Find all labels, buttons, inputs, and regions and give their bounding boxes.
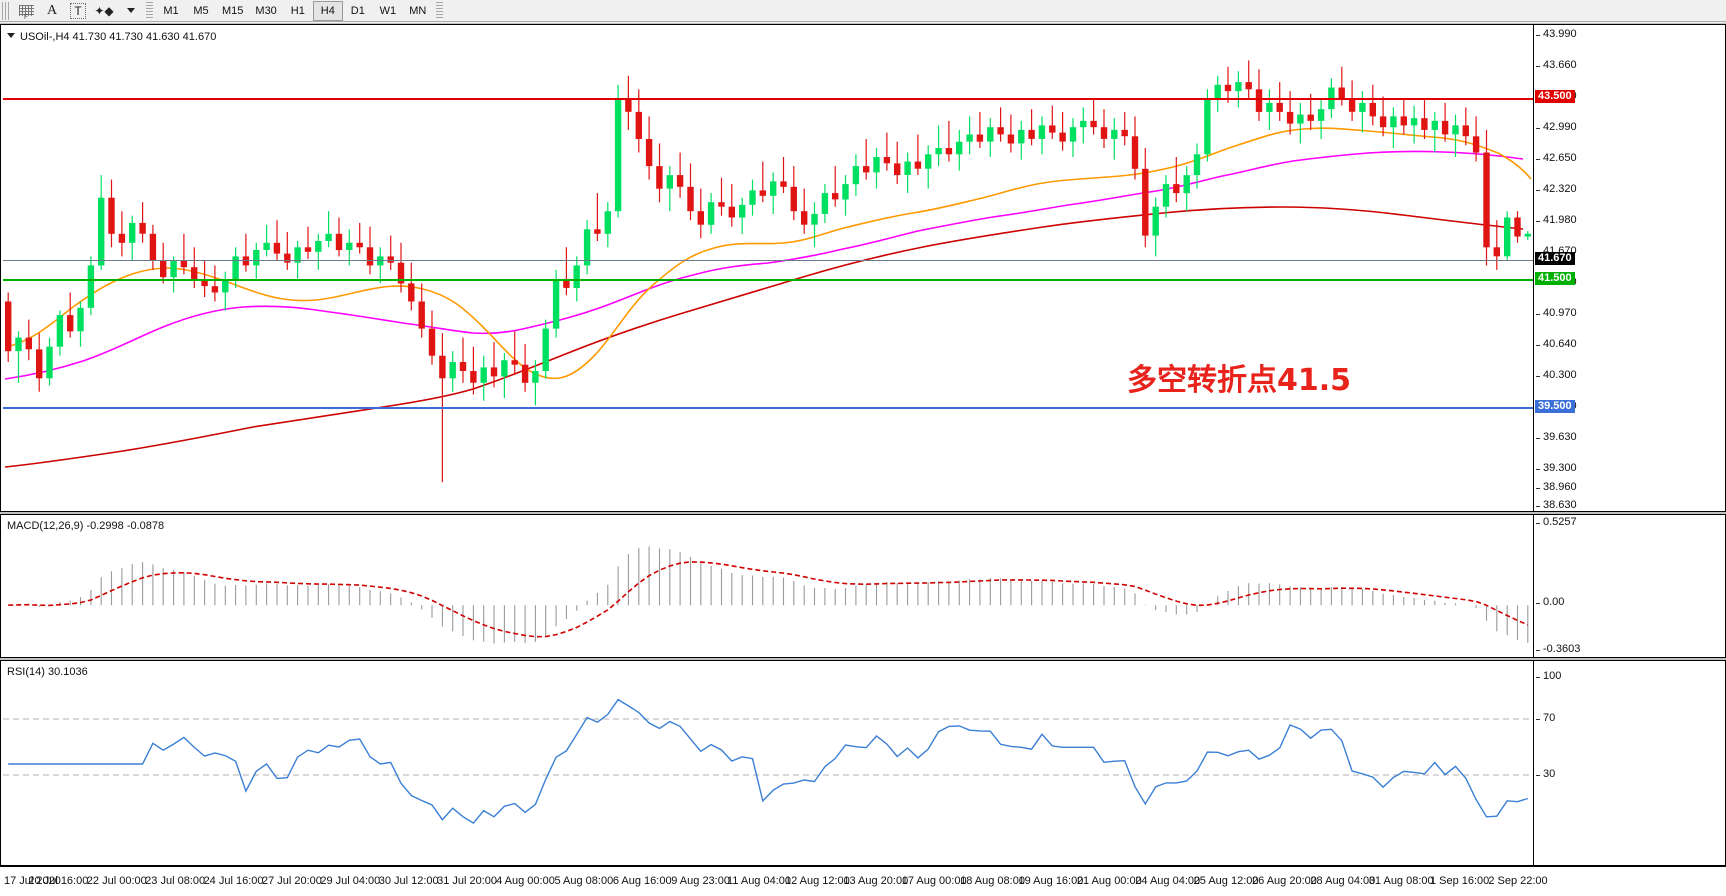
time-axis-label: 13 Aug 20:00 [843, 875, 909, 887]
timeframe-m1[interactable]: M1 [163, 4, 179, 17]
time-axis-label: 5 Aug 08:00 [554, 875, 614, 887]
time-axis-label: 17 Aug 00:00 [901, 875, 967, 887]
rsi-axis[interactable]: 100 70 30 [1533, 661, 1725, 865]
time-axis-label: 2 Sep 22:00 [1488, 875, 1548, 887]
grid-f-icon[interactable]: F [13, 1, 39, 21]
macd-indicator-panel[interactable]: MACD(12,26,9) -0.2998 -0.0878 0.5257 0.0… [0, 513, 1726, 659]
text-A-icon[interactable]: A [46, 2, 58, 18]
time-axis-label: 23 Jul 08:00 [145, 875, 206, 887]
time-axis-label: 29 Jul 04:00 [320, 875, 381, 887]
current-price-tag[interactable]: 41.670 [1535, 252, 1575, 265]
rsi-tick-label: 100 [1543, 670, 1562, 682]
time-axis[interactable]: 17 Jul 2020 20 Jul 16:00 22 Jul 00:00 23 Ju… [0, 866, 1726, 896]
price-tick-label: 40.640 [1543, 338, 1577, 350]
toolbar-separator [146, 1, 153, 20]
current-price-line-41670[interactable] [3, 260, 1533, 261]
macd-label: MACD(12,26,9) -0.2998 -0.0878 [7, 520, 165, 532]
time-axis-label: 12 Aug 12:00 [784, 875, 850, 887]
price-tick-label: 40.970 [1543, 307, 1577, 319]
resistance-price-tag[interactable]: 43.500 [1535, 90, 1575, 103]
time-axis-label: 6 Aug 16:00 [612, 875, 672, 887]
macd-tick-label: 0.00 [1543, 596, 1565, 608]
timeframe-h4[interactable]: H4 [312, 0, 343, 21]
toolbar-drag-handle[interactable] [2, 1, 9, 20]
timeframe-mn[interactable]: MN [409, 4, 427, 17]
time-axis-label: 1 Sep 16:00 [1429, 875, 1490, 887]
time-axis-label: 26 Aug 20:00 [1252, 875, 1317, 887]
time-axis-label: 25 Aug 12:00 [1193, 875, 1259, 887]
timeframe-m15[interactable]: M15 [222, 4, 244, 17]
symbol-ohlc-text: USOil-,H4 41.730 41.730 41.630 41.670 [20, 31, 217, 43]
time-axis-label: 30 Jul 12:00 [378, 875, 439, 887]
time-axis-label: 18 Aug 08:00 [960, 875, 1025, 887]
time-axis-label: 31 Jul 20:00 [437, 875, 498, 887]
time-axis-label: 20 Jul 16:00 [28, 875, 89, 887]
resistance-line-43500[interactable] [3, 98, 1533, 100]
chart-toolbar: F A T ✦◆ M1 M5 M15 M30 H1 H4 D1 W1 MN [0, 0, 1726, 22]
time-axis-label: 28 Aug 04:00 [1310, 875, 1376, 887]
pivot-line-41500[interactable] [3, 279, 1533, 281]
macd-tick-label: 0.5257 [1543, 516, 1577, 528]
rsi-plot-area[interactable] [3, 663, 1533, 863]
timeframe-d1[interactable]: D1 [350, 4, 365, 17]
timeframe-m5[interactable]: M5 [193, 4, 209, 17]
price-tick-label: 42.650 [1543, 152, 1577, 164]
price-tick-label: 42.320 [1543, 183, 1577, 195]
dropdown-caret-icon[interactable] [117, 1, 143, 21]
price-plot-area[interactable]: 多空转折点41.5 [3, 27, 1533, 509]
time-axis-label: 27 Jul 20:00 [261, 875, 322, 887]
text-T-icon[interactable]: T [65, 1, 91, 21]
time-axis-label: 24 Aug 04:00 [1135, 875, 1201, 887]
chevron-down-icon[interactable] [7, 33, 15, 38]
rsi-tick-label: 70 [1543, 712, 1556, 724]
price-chart-panel[interactable]: USOil-,H4 41.730 41.730 41.630 41.670 多空… [0, 23, 1726, 513]
price-tick-label: 40.300 [1543, 369, 1577, 381]
time-axis-label: 4 Aug 00:00 [496, 875, 555, 887]
symbol-header[interactable]: USOil-,H4 41.730 41.730 41.630 41.670 [7, 31, 216, 43]
rsi-label: RSI(14) 30.1036 [7, 666, 88, 678]
support-price-tag[interactable]: 39.500 [1535, 400, 1575, 413]
objects-icon[interactable]: ✦◆ [94, 3, 114, 18]
macd-tick-label: -0.3603 [1543, 643, 1581, 655]
time-axis-label: 31 Aug 08:00 [1368, 875, 1434, 887]
price-axis[interactable]: 43.990 43.660 43.320 42.990 42.650 42.32… [1533, 25, 1725, 511]
price-tick-label: 43.990 [1543, 28, 1577, 40]
time-axis-label: 9 Aug 23:00 [671, 875, 730, 887]
price-tick-label: 43.660 [1543, 59, 1577, 71]
timeframe-h1[interactable]: H1 [290, 4, 305, 17]
time-axis-label: 19 Aug 16:00 [1018, 875, 1084, 887]
pivot-price-tag[interactable]: 41.500 [1535, 272, 1575, 285]
support-line-39500[interactable] [3, 407, 1533, 409]
toolbar-separator-2 [435, 1, 443, 20]
time-axis-label: 22 Jul 00:00 [86, 875, 147, 887]
price-tick-label: 42.990 [1543, 121, 1577, 133]
timeframe-w1[interactable]: W1 [379, 4, 397, 17]
price-tick-label: 38.630 [1543, 499, 1577, 511]
macd-axis[interactable]: 0.5257 0.00 -0.3603 [1533, 515, 1725, 657]
timeframe-m30[interactable]: M30 [255, 4, 277, 17]
rsi-svg [3, 698, 1533, 825]
price-tick-label: 38.960 [1543, 481, 1577, 493]
time-axis-label: 21 Aug 00:00 [1076, 875, 1142, 887]
time-axis-label: 11 Aug 04:00 [726, 875, 792, 887]
time-axis-label: 17 Jul 2020 [4, 875, 61, 887]
macd-svg [8, 546, 1529, 644]
price-annotation-text: 多空转折点41.5 [1127, 363, 1352, 398]
price-tick-label: 41.980 [1543, 214, 1577, 226]
time-axis-label: 24 Jul 16:00 [203, 875, 264, 887]
rsi-tick-label: 30 [1543, 768, 1556, 780]
rsi-indicator-panel[interactable]: RSI(14) 30.1036 100 70 30 [0, 659, 1726, 867]
macd-plot-area[interactable] [3, 517, 1533, 655]
price-tick-label: 39.630 [1543, 431, 1577, 443]
price-tick-label: 39.300 [1543, 462, 1577, 474]
